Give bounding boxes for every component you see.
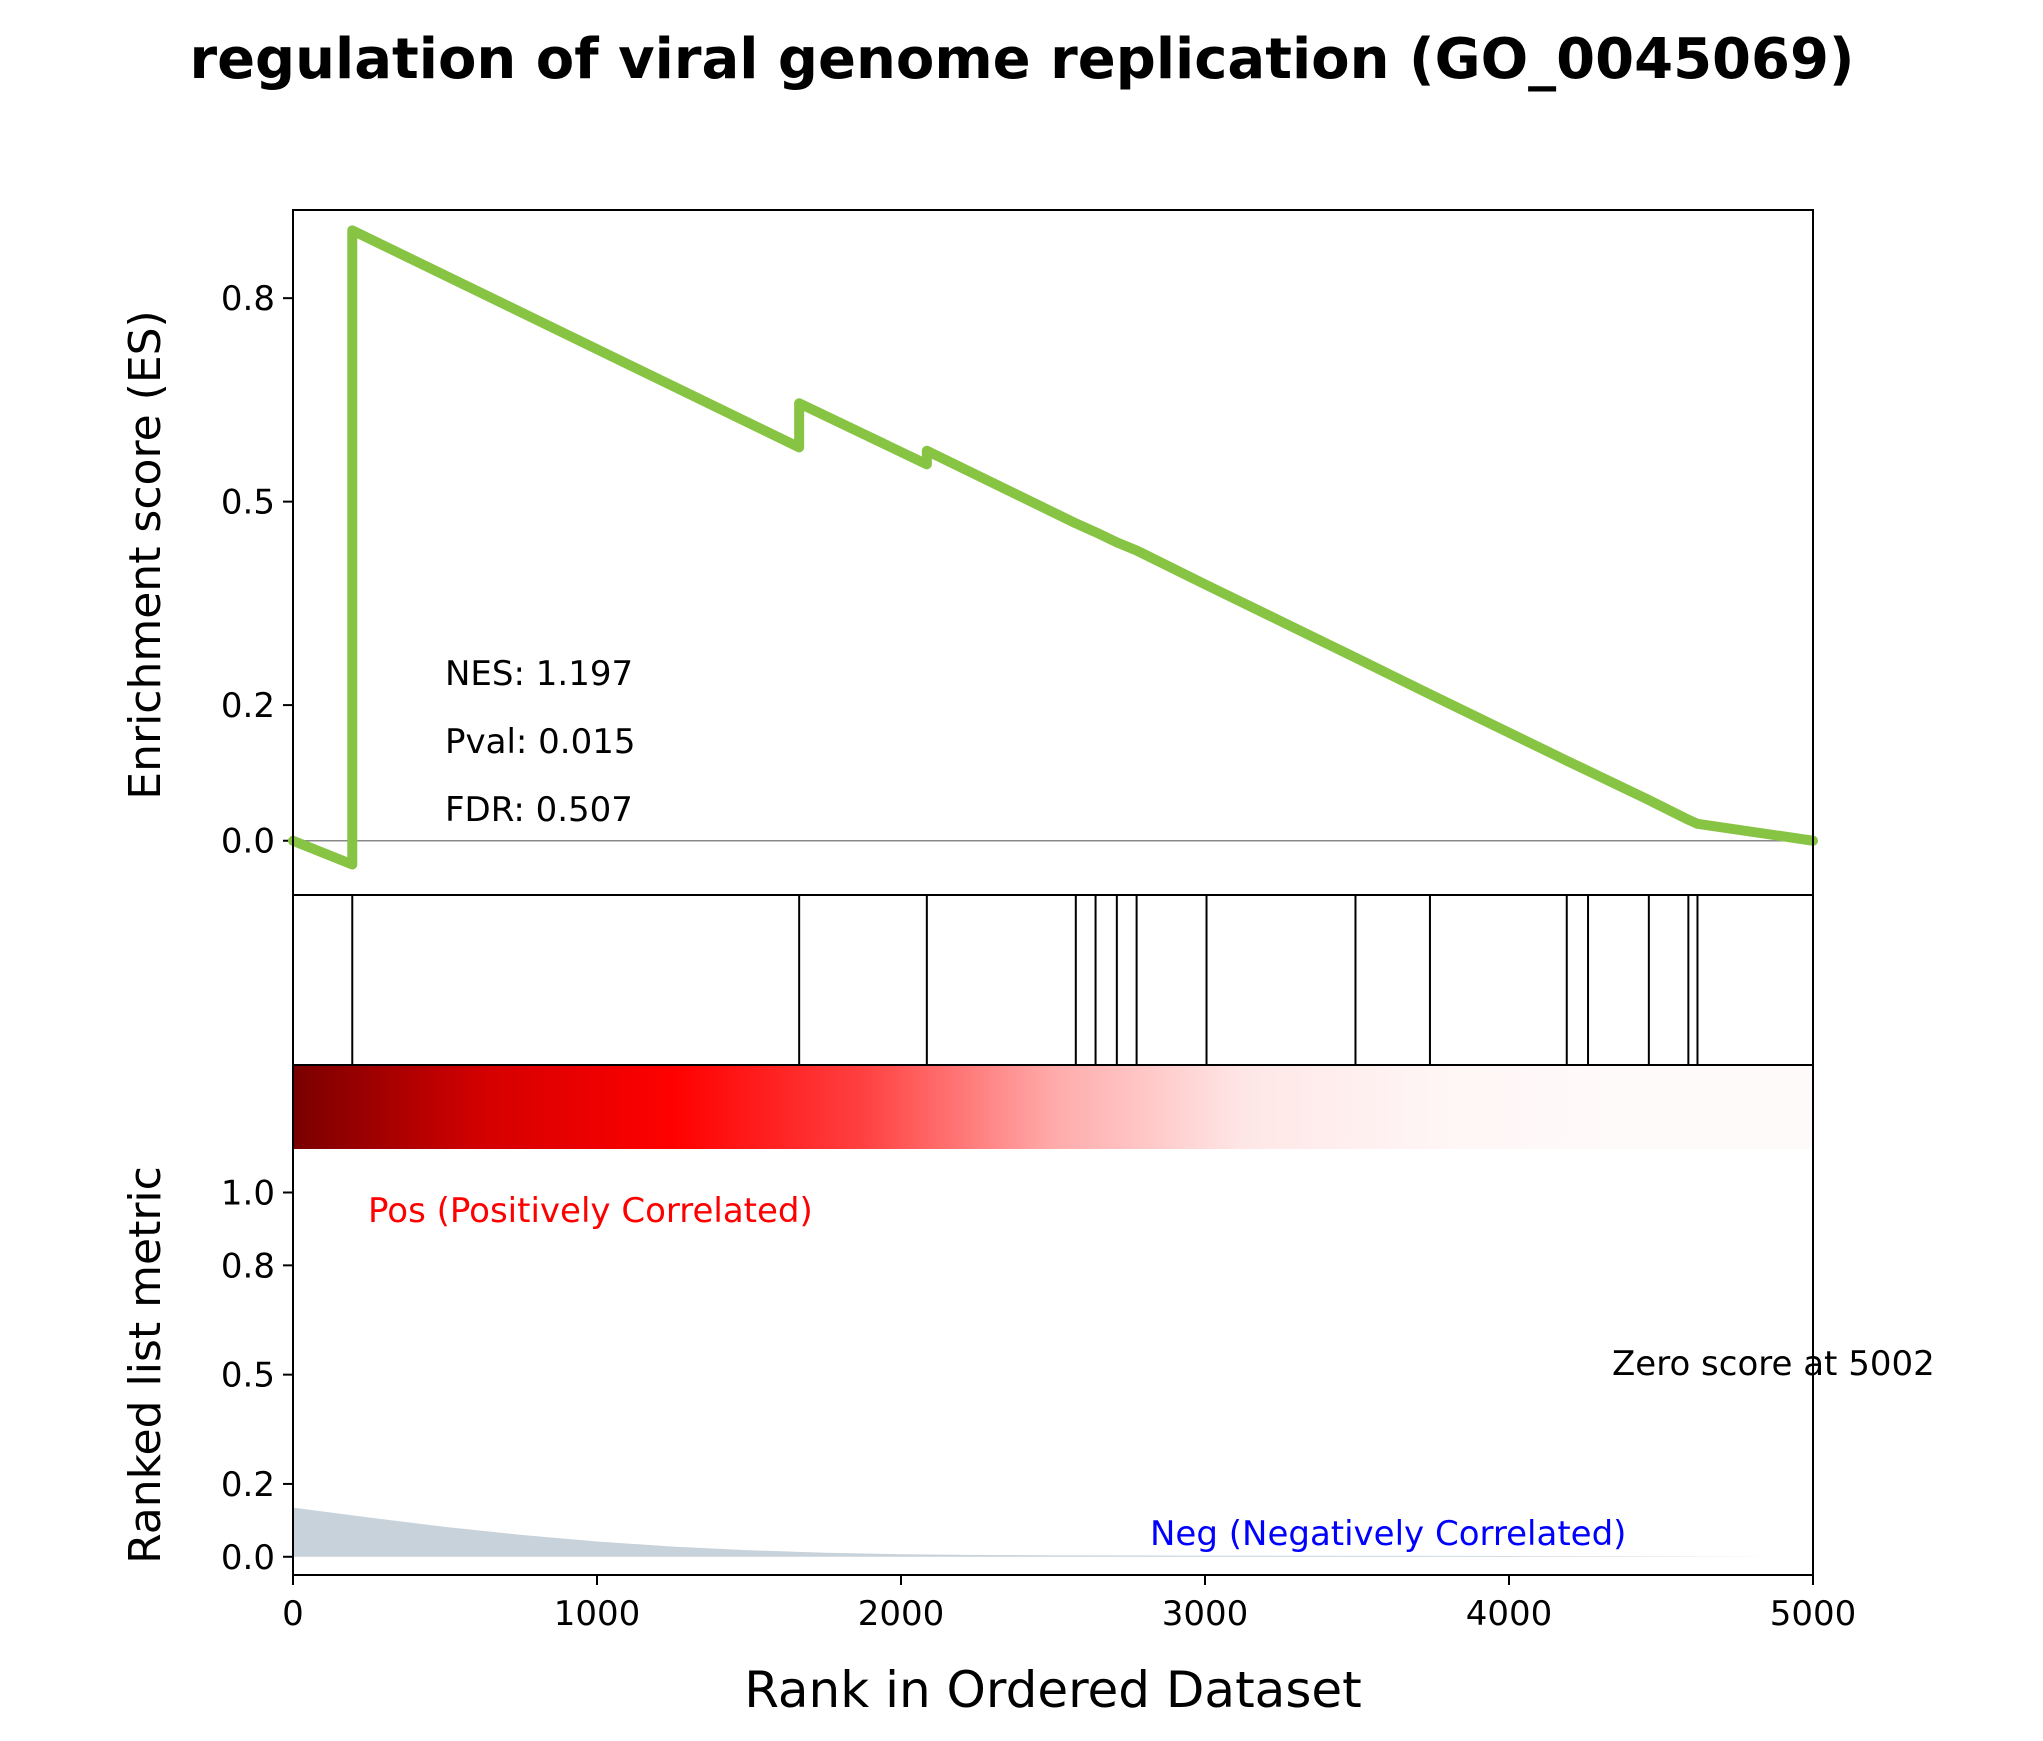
x-tick-label: 3000: [1162, 1594, 1249, 1634]
x-tick-label: 1000: [554, 1594, 641, 1634]
metric-y-ticks: 0.0 0.2 0.5 0.8 1.0: [221, 1174, 293, 1578]
metric-heatmap-bar: [294, 1066, 1812, 1149]
zero-score-label: Zero score at 5002: [1612, 1344, 1935, 1384]
x-tick-label: 2000: [858, 1594, 945, 1634]
pval-annotation: Pval: 0.015: [445, 722, 636, 762]
metric-y-tick-label: 1.0: [221, 1174, 275, 1214]
hits-frame: [292, 894, 1814, 1066]
enrichment-panel: Enrichment score (ES) 0.0 0.2 0.5 0.8 NES: …: [120, 209, 1818, 896]
enrichment-ylabel: Enrichment score (ES): [120, 310, 171, 799]
enrichment-curve: [288, 225, 1818, 870]
neg-label: Neg (Negatively Correlated): [1150, 1514, 1626, 1554]
stats-annotations: NES: 1.197 Pval: 0.015 FDR: 0.507: [445, 654, 636, 830]
hit-lines: [351, 895, 1699, 1065]
metric-y-tick-label: 0.0: [221, 1538, 275, 1578]
enrichment-y-tick-label: 0.2: [221, 686, 275, 726]
enrichment-y-tick-label: 0.5: [221, 483, 275, 523]
metric-xlabel: Rank in Ordered Dataset: [744, 1661, 1361, 1719]
x-tick-label: 5000: [1770, 1594, 1857, 1634]
metric-panel: Pos (Positively Correlated) Neg (Negativ…: [120, 1064, 1935, 1719]
metric-y-tick-label: 0.8: [221, 1246, 275, 1286]
metric-y-tick-label: 0.5: [221, 1356, 275, 1396]
fdr-annotation: FDR: 0.507: [445, 790, 633, 830]
x-tick-label: 4000: [1466, 1594, 1553, 1634]
metric-y-tick-label: 0.2: [221, 1465, 275, 1505]
metric-frame: [292, 1064, 1814, 1576]
nes-annotation: NES: 1.197: [445, 654, 633, 694]
enrichment-y-tick-label: 0.8: [221, 279, 275, 319]
metric-ylabel: Ranked list metric: [120, 1166, 171, 1564]
enrichment-y-ticks: 0.0 0.2 0.5 0.8: [221, 279, 293, 862]
chart-title: regulation of viral genome replication (…: [189, 27, 1854, 92]
x-tick-label: 0: [282, 1594, 304, 1634]
metric-area: [293, 1507, 1813, 1557]
enrichment-y-tick-label: 0.0: [221, 822, 275, 862]
hits-panel: [292, 894, 1814, 1066]
metric-x-ticks: 0 1000 2000 3000 4000 5000: [282, 1575, 1856, 1634]
pos-label: Pos (Positively Correlated): [368, 1191, 813, 1231]
